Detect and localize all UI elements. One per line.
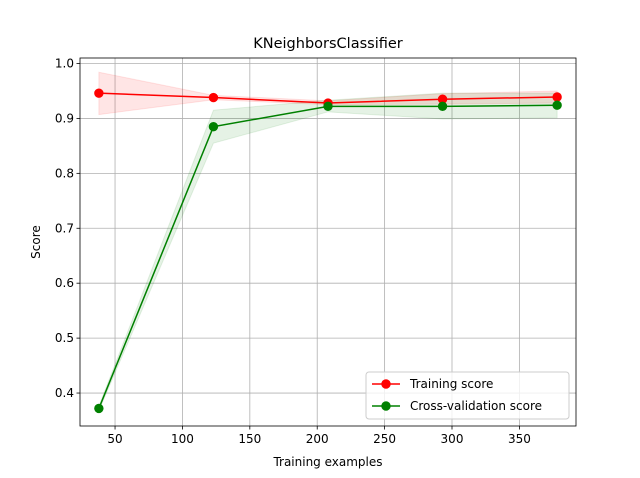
y-tick-label: 0.5 (55, 331, 74, 345)
training-score-point (94, 88, 104, 98)
legend: Training score Cross-validation score (365, 371, 570, 420)
training-score-point (552, 92, 562, 102)
x-tick-label: 150 (238, 432, 261, 446)
grid-lines (80, 58, 576, 426)
cross-validation-score-point (94, 403, 104, 414)
x-tick-label: 350 (508, 432, 531, 446)
y-tick-label: 0.7 (55, 221, 74, 235)
y-tick-label: 1.0 (55, 56, 74, 70)
training-score-point (208, 92, 219, 103)
y-tick-label: 0.9 (55, 111, 74, 125)
y-tick-label: 0.4 (55, 386, 74, 400)
y-axis-ticks: 0.4 0.5 0.6 0.7 0.8 0.9 1.0 (55, 56, 80, 400)
legend-dot-cv (381, 401, 391, 411)
chart-title: KNeighborsClassifier (253, 36, 403, 52)
cross-validation-score-point (208, 121, 219, 132)
x-tick-label: 100 (171, 432, 194, 446)
x-axis-title: Training examples (272, 455, 382, 469)
cross-validation-score-point (437, 101, 448, 112)
x-tick-label: 200 (306, 432, 329, 446)
cross-validation-score-point (323, 101, 333, 112)
x-axis-ticks: 50 100 150 200 250 300 350 (107, 426, 531, 446)
y-tick-label: 0.6 (55, 276, 74, 290)
cross-validation-score-point (552, 100, 562, 110)
y-tick-label: 0.8 (55, 166, 74, 180)
legend-label-training: Training score (409, 377, 493, 391)
plot-frame (79, 57, 577, 427)
x-tick-label: 300 (441, 432, 464, 446)
legend-label-cv: Cross-validation score (410, 399, 542, 413)
legend-box (365, 371, 570, 420)
x-tick-label: 50 (107, 432, 122, 446)
series-points (94, 88, 562, 414)
legend-dot-training (381, 379, 391, 389)
cross-validation-score-band (98, 92, 558, 411)
y-axis-title: Score (29, 225, 43, 259)
x-tick-label: 250 (373, 432, 396, 446)
